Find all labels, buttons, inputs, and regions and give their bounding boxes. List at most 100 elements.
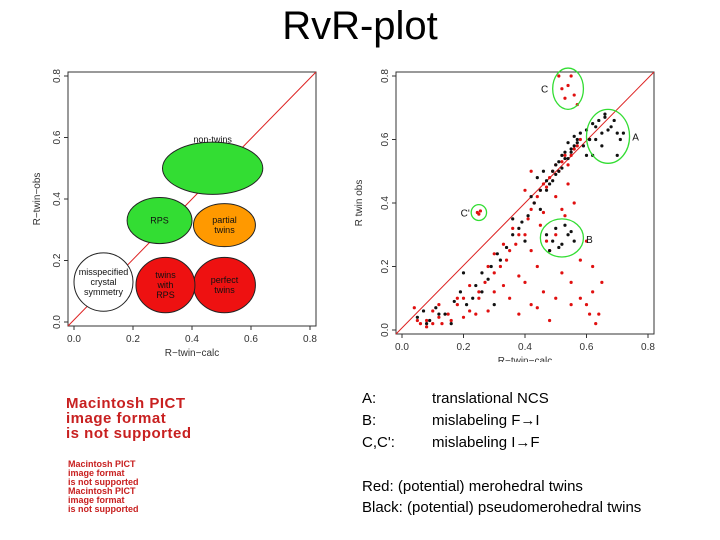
point-black (526, 214, 530, 218)
point-black (474, 283, 478, 288)
point-red (486, 264, 490, 269)
y-tick-label: 0.4 (380, 196, 391, 210)
point-c-points (477, 212, 481, 216)
point-black (572, 144, 576, 148)
pict-line: image format (66, 410, 167, 427)
region-rps (126, 196, 193, 245)
region-partial-twins (192, 203, 256, 248)
point-red (501, 242, 506, 246)
x-tick-label: 0.4 (518, 342, 532, 353)
point-red (523, 280, 527, 284)
point-black (443, 312, 447, 316)
region-label-partial-twins: partial twins (212, 215, 237, 235)
point-black (560, 153, 564, 157)
point-red (535, 306, 539, 310)
point-black (551, 169, 555, 173)
point-black (569, 147, 573, 151)
annotation-circle-a (585, 108, 631, 164)
point-red (578, 296, 582, 300)
point-black (591, 122, 595, 126)
point-red (554, 296, 558, 300)
point-black (541, 169, 546, 173)
point-red (425, 318, 429, 323)
point-red (560, 271, 564, 275)
y-tick-label: 0.2 (380, 259, 391, 273)
point-red (477, 296, 481, 300)
diagonal-line (395, 71, 655, 335)
legend-key-a: A: (362, 390, 377, 407)
point-a-points (621, 131, 625, 135)
annotation-circle-b (539, 218, 585, 258)
point-red (554, 233, 558, 237)
point-a-points (618, 137, 622, 142)
point-red (504, 258, 509, 262)
point-b-points (569, 229, 573, 234)
point-red (511, 226, 515, 230)
point-b-points (551, 239, 555, 243)
point-red (461, 315, 466, 319)
pict-placeholder-large: Macintosh PICT image format is not suppo… (66, 396, 192, 441)
y-tick-label: 0.0 (52, 315, 63, 329)
right-rvr-scatter: 0.0 0.2 0.4 0.6 0.8 0.0 0.2 0.4 0.6 0.8 R−twin−cal… (354, 67, 655, 362)
point-black (563, 156, 567, 161)
point-a-points (615, 153, 619, 157)
point-red (412, 306, 416, 310)
point-red (600, 280, 604, 284)
point-red (529, 207, 533, 211)
point-red (584, 303, 589, 307)
point-black (511, 217, 515, 221)
point-black (495, 252, 499, 256)
point-black (609, 125, 613, 129)
point-red (498, 264, 502, 269)
point-red (517, 233, 521, 237)
point-red (575, 144, 579, 148)
point-black (603, 112, 607, 116)
pict-line: image format (68, 495, 125, 505)
point-black (584, 153, 589, 157)
legend-key-c: C,C': (362, 434, 395, 451)
pict-line: Macintosh PICT (66, 395, 186, 412)
y-tick-label: 0.8 (52, 69, 63, 83)
point-black (575, 141, 579, 145)
point-red (483, 280, 487, 284)
point-black (464, 303, 469, 307)
point-red (541, 182, 546, 186)
point-red (529, 169, 533, 173)
point-red (508, 296, 512, 300)
point-red (566, 163, 570, 167)
point-red (449, 318, 453, 323)
point-red (578, 258, 582, 262)
point-black (544, 179, 549, 183)
point-black (489, 264, 493, 269)
point-black (437, 312, 441, 316)
point-black (520, 220, 524, 224)
y-axis-label: R twin obs (354, 180, 365, 227)
point-red (591, 264, 595, 269)
point-black (458, 290, 463, 294)
point-a-points (594, 125, 598, 129)
point-red (415, 318, 419, 323)
note-black: Black: (potential) pseudomerohedral twin… (362, 499, 642, 516)
point-black (529, 195, 533, 199)
region-label-rps: RPS (150, 216, 169, 226)
point-red (544, 239, 549, 243)
point-red (578, 137, 582, 142)
point-red (431, 309, 435, 313)
point-black (461, 271, 466, 275)
point-b-points (557, 245, 561, 250)
legend-value-b: mislabeling F→I (432, 412, 540, 429)
x-tick-label: 0.4 (185, 334, 199, 345)
slide-title: RvR-plot (282, 4, 438, 48)
point-black (428, 318, 432, 323)
point-black (563, 150, 567, 154)
point-black (557, 160, 561, 164)
region-label-misspecified-crystal-symmetry: misspecified crystal symmetry (79, 267, 129, 297)
point-a-points (587, 137, 592, 142)
point-black (548, 182, 552, 186)
point-black (449, 322, 453, 326)
point-red (544, 185, 549, 189)
point-red (437, 303, 441, 307)
pict-line: Macintosh PICT (68, 459, 136, 469)
point-black (532, 201, 536, 205)
pict-line: is not supported (68, 504, 139, 514)
